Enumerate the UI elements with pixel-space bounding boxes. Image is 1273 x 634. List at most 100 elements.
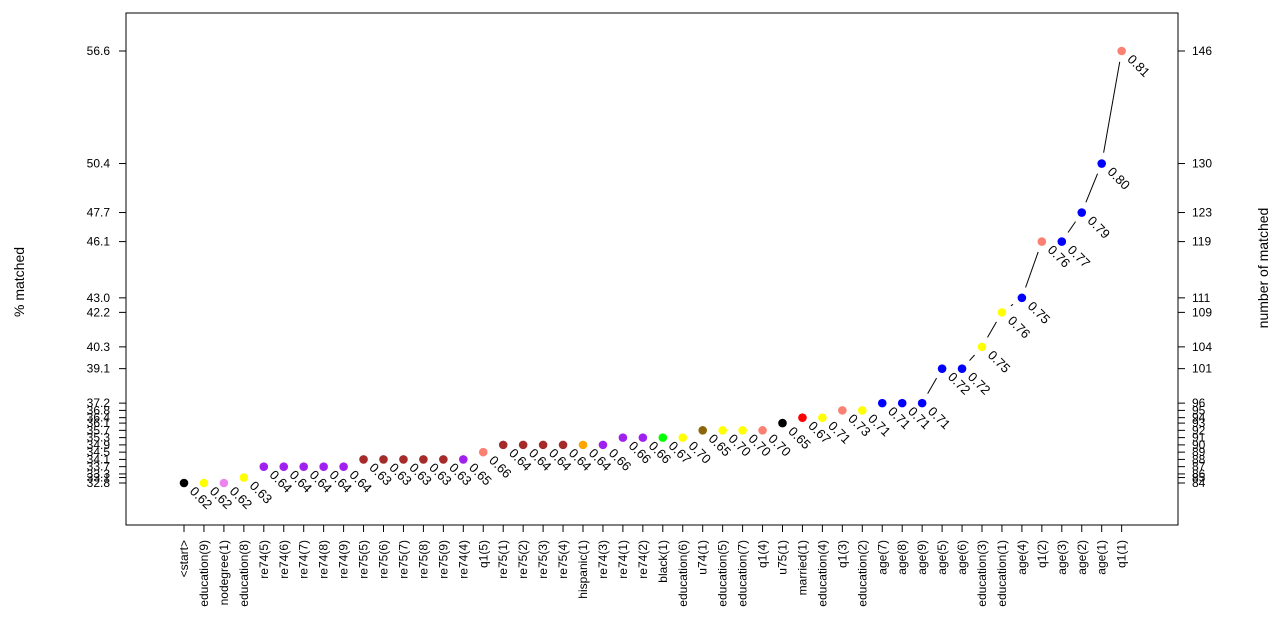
right-tick-label: 91: [1192, 431, 1206, 445]
right-tick-label: 88: [1192, 452, 1206, 466]
data-point: [1017, 293, 1027, 303]
data-point: [478, 447, 488, 457]
x-tick-label: re74(6): [277, 540, 291, 579]
value-label: 0.81: [1125, 52, 1154, 81]
data-point: [1117, 46, 1126, 56]
left-tick-label: 34.1: [87, 452, 111, 466]
right-tick-label: 146: [1192, 44, 1212, 58]
data-point: [698, 426, 707, 435]
right-tick-label: 94: [1192, 411, 1206, 425]
data-point: [419, 455, 428, 464]
data-point: [818, 413, 827, 422]
x-tick-label: education(4): [815, 540, 829, 607]
x-tick-label: age(3): [1055, 540, 1069, 575]
left-tick-label: 50.4: [87, 157, 111, 171]
data-point: [1057, 237, 1067, 246]
x-tick-label: q1(1): [1115, 540, 1129, 568]
right-tick-label: 86: [1192, 467, 1206, 481]
x-tick-label: education(9): [197, 540, 211, 607]
left-tick-label: 33.3: [87, 467, 111, 481]
data-point: [199, 478, 209, 488]
data-point: [179, 478, 189, 488]
left-tick-label: 35.7: [87, 423, 111, 437]
data-point: [578, 440, 588, 450]
x-tick-label: re75(8): [416, 540, 430, 579]
x-tick-label: hispanic(1): [576, 540, 590, 599]
left-tick-label: 34.9: [87, 438, 111, 452]
connector-line: [1103, 61, 1121, 153]
x-tick-label: education(8): [237, 540, 251, 607]
x-tick-label: q1(2): [1035, 540, 1049, 568]
left-tick-label: 32.8: [87, 476, 111, 490]
data-point: [319, 462, 328, 471]
data-point: [518, 440, 528, 450]
x-tick-label: age(7): [875, 540, 889, 575]
data-point: [618, 433, 628, 442]
data-point: [1077, 208, 1087, 217]
connector-line: [987, 321, 997, 338]
x-tick-label: age(2): [1075, 540, 1089, 575]
data-point: [459, 455, 468, 464]
left-tick-label: 42.2: [87, 305, 111, 319]
right-tick-label: 85: [1192, 471, 1206, 485]
data-point: [1097, 159, 1106, 168]
data-point: [758, 426, 767, 435]
x-tick-label: age(8): [895, 540, 909, 575]
left-tick-label: 33.7: [87, 460, 111, 474]
right-tick-label: 92: [1192, 423, 1206, 437]
right-tick-label: 111: [1192, 291, 1211, 305]
x-tick-label: age(4): [1015, 540, 1029, 575]
data-point: [858, 406, 867, 415]
data-point: [798, 413, 807, 422]
connector-line: [1025, 251, 1039, 288]
x-tick-label: age(1): [1095, 540, 1109, 575]
data-point: [658, 433, 668, 442]
x-tick-label: u74(1): [696, 540, 710, 575]
left-tick-label: 47.7: [87, 206, 111, 220]
left-tick-label: 35.3: [87, 431, 111, 445]
right-tick-label: 90: [1192, 438, 1206, 452]
x-tick-label: education(7): [736, 540, 750, 607]
value-label: 0.80: [1105, 164, 1134, 193]
right-tick-label: 119: [1192, 235, 1211, 249]
x-tick-label: black(1): [656, 540, 670, 583]
right-tick-label: 93: [1192, 416, 1206, 430]
value-label: 0.76: [1005, 313, 1034, 342]
left-tick-label: 43.0: [87, 291, 111, 305]
value-label: 0.77: [1065, 242, 1094, 271]
x-tick-label: re74(3): [596, 540, 610, 579]
x-tick-label: age(5): [935, 540, 949, 575]
connector-line: [969, 354, 975, 361]
right-tick-label: 101: [1192, 362, 1212, 376]
x-tick-label: re74(5): [257, 540, 271, 579]
data-point: [279, 462, 289, 471]
data-point: [538, 440, 548, 450]
left-tick-label: 37.2: [87, 396, 111, 410]
x-tick-label: nodegree(1): [217, 540, 231, 605]
data-point: [838, 406, 847, 415]
left-tick-label: 36.4: [87, 411, 111, 425]
left-tick-label: 39.1: [87, 362, 111, 376]
x-tick-label: education(5): [716, 540, 730, 607]
data-point: [239, 473, 249, 482]
data-point: [778, 418, 787, 428]
x-tick-label: u75(1): [776, 540, 790, 575]
left-tick-label: 56.6: [87, 44, 111, 58]
left-tick-label: 40.3: [87, 340, 111, 354]
x-tick-label: re75(1): [496, 540, 510, 579]
data-point: [558, 440, 568, 450]
data-point: [638, 433, 648, 442]
x-tick-label: re75(7): [396, 540, 410, 579]
x-tick-label: education(1): [995, 540, 1009, 607]
x-tick-label: age(6): [955, 540, 969, 575]
right-tick-label: 84: [1192, 476, 1206, 490]
value-label: 0.71: [925, 404, 954, 433]
data-point: [678, 433, 688, 442]
right-tick-label: 104: [1192, 340, 1212, 354]
left-axis-title: % matched: [11, 247, 27, 317]
x-tick-label: re75(5): [357, 540, 371, 579]
right-tick-label: 130: [1192, 157, 1212, 171]
data-point: [957, 364, 967, 373]
right-tick-label: 87: [1192, 460, 1206, 474]
